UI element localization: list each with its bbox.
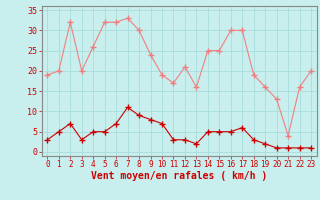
X-axis label: Vent moyen/en rafales ( km/h ): Vent moyen/en rafales ( km/h ) bbox=[91, 171, 267, 181]
